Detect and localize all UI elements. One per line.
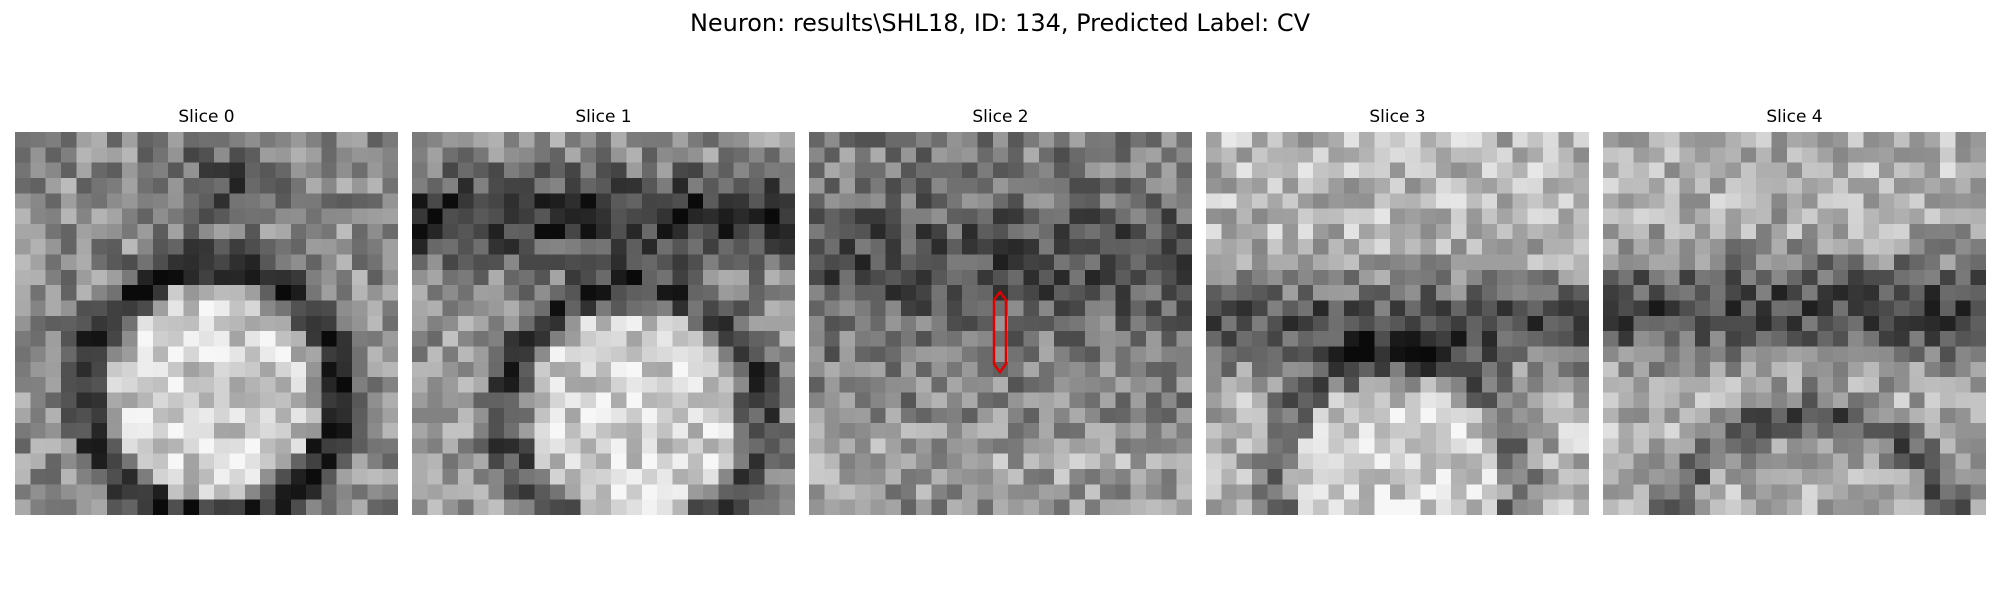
slice-image [1206, 132, 1589, 515]
slice-image [1603, 132, 1986, 515]
slice-image [412, 132, 795, 515]
slice-title: Slice 3 [1369, 107, 1426, 127]
slice-image [15, 132, 398, 515]
vesicle-annotation-outline [992, 289, 1008, 375]
slice-panel-2: Slice 2 [809, 106, 1192, 515]
slice-image [809, 132, 1192, 515]
slice-title: Slice 2 [972, 107, 1029, 127]
slice-title: Slice 0 [178, 107, 235, 127]
figure-title: Neuron: results\SHL18, ID: 134, Predicte… [689, 9, 1311, 37]
slice-title: Slice 4 [1766, 107, 1823, 127]
slice-panel-4: Slice 4 [1603, 106, 1986, 515]
slice-title: Slice 1 [575, 107, 632, 127]
slice-panel-0: Slice 0 [15, 106, 398, 515]
slice-panel-1: Slice 1 [412, 106, 795, 515]
slice-panel-3: Slice 3 [1206, 106, 1589, 515]
